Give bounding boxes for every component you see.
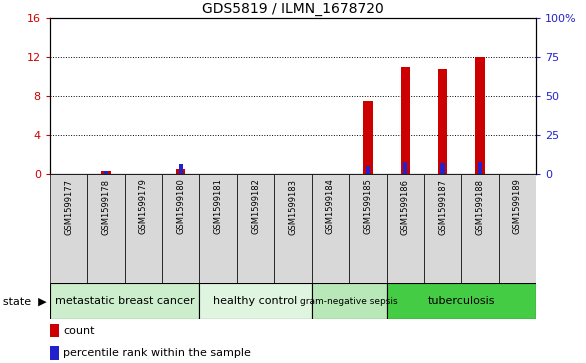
Bar	[50, 324, 59, 337]
Text: percentile rank within the sample: percentile rank within the sample	[63, 348, 251, 358]
Bar	[125, 174, 162, 283]
Bar	[237, 174, 274, 283]
Bar	[363, 101, 373, 174]
Text: healthy control: healthy control	[213, 296, 298, 306]
Bar	[478, 162, 482, 174]
Bar	[349, 174, 387, 283]
Text: GSM1599188: GSM1599188	[476, 179, 485, 234]
Text: GSM1599184: GSM1599184	[326, 179, 335, 234]
Bar	[199, 174, 237, 283]
Text: GSM1599180: GSM1599180	[176, 179, 185, 234]
Text: GSM1599179: GSM1599179	[139, 179, 148, 234]
Text: GSM1599182: GSM1599182	[251, 179, 260, 234]
Bar	[312, 283, 387, 319]
Text: count: count	[63, 326, 95, 336]
Text: GSM1599181: GSM1599181	[214, 179, 223, 234]
Bar	[104, 171, 108, 174]
Text: GSM1599189: GSM1599189	[513, 179, 522, 234]
Bar	[176, 170, 185, 174]
Bar	[87, 174, 125, 283]
Bar	[461, 174, 499, 283]
Text: GSM1599187: GSM1599187	[438, 179, 447, 234]
Bar	[403, 162, 407, 174]
Bar	[499, 174, 536, 283]
Bar	[387, 174, 424, 283]
Bar	[162, 174, 199, 283]
Text: GSM1599183: GSM1599183	[288, 179, 298, 234]
Text: tuberculosis: tuberculosis	[428, 296, 495, 306]
Bar	[401, 67, 410, 174]
Text: metastatic breast cancer: metastatic breast cancer	[55, 296, 195, 306]
Bar	[199, 283, 312, 319]
Bar	[179, 164, 183, 174]
Text: GSM1599185: GSM1599185	[363, 179, 372, 234]
Bar	[50, 346, 59, 359]
Text: gram-negative sepsis: gram-negative sepsis	[300, 297, 398, 306]
Bar	[366, 166, 370, 174]
Bar	[387, 283, 536, 319]
Bar	[441, 163, 445, 174]
Bar	[475, 57, 485, 174]
Bar	[50, 283, 199, 319]
Text: disease state  ▶: disease state ▶	[0, 296, 47, 306]
Bar	[438, 69, 447, 174]
Text: GSM1599177: GSM1599177	[64, 179, 73, 234]
Bar	[274, 174, 312, 283]
Bar	[50, 174, 87, 283]
Text: GSM1599178: GSM1599178	[101, 179, 110, 234]
Bar	[101, 171, 111, 174]
Text: GSM1599186: GSM1599186	[401, 179, 410, 234]
Title: GDS5819 / ILMN_1678720: GDS5819 / ILMN_1678720	[202, 2, 384, 16]
Bar	[424, 174, 461, 283]
Bar	[312, 174, 349, 283]
